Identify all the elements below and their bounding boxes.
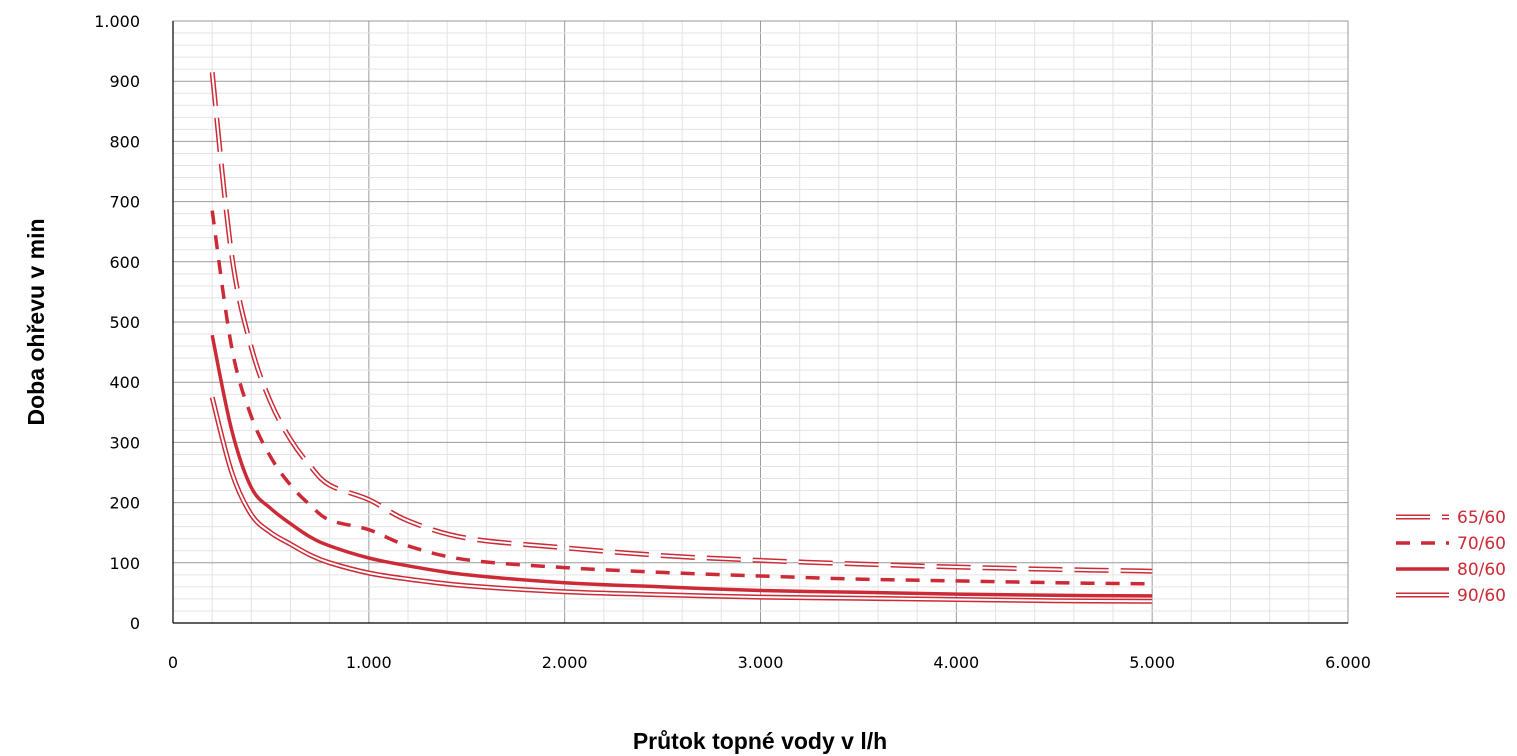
series-line-65-60 bbox=[209, 71, 1153, 574]
y-tick-label: 800 bbox=[109, 132, 140, 151]
x-tick-label: 3.000 bbox=[738, 653, 784, 672]
x-tick-label: 0 bbox=[168, 653, 178, 672]
y-tick-label: 700 bbox=[109, 193, 140, 212]
y-tick-label: 100 bbox=[109, 554, 140, 573]
legend-label: 90/60 bbox=[1457, 586, 1506, 606]
y-tick-label: 600 bbox=[109, 253, 140, 272]
series-layer bbox=[209, 71, 1153, 604]
y-tick-label: 300 bbox=[109, 433, 140, 452]
series-line-90-60-inner bbox=[211, 397, 1153, 603]
x-axis-title: Průtok topné vody v l/h bbox=[633, 728, 887, 754]
series-line-70-60-stroke bbox=[210, 210, 1153, 586]
grid bbox=[172, 20, 1349, 624]
legend-label: 70/60 bbox=[1457, 534, 1506, 554]
axes bbox=[172, 21, 1348, 624]
legend-item-70-60: 70/60 bbox=[1396, 534, 1506, 554]
series-line-80-60 bbox=[210, 334, 1153, 598]
x-tick-label: 4.000 bbox=[933, 653, 979, 672]
x-tick-label: 1.000 bbox=[346, 653, 392, 672]
series-line-80-60-stroke bbox=[210, 334, 1153, 598]
tick-labels: 0 1.000 2.000 3.000 4.000 5.000 6.000 0 100 200 30… bbox=[94, 12, 1371, 672]
series-line-70-60 bbox=[210, 210, 1153, 586]
legend-item-80-60: 80/60 bbox=[1396, 560, 1506, 580]
x-tick-label: 6.000 bbox=[1325, 653, 1371, 672]
y-tick-label: 0 bbox=[130, 614, 140, 633]
y-tick-label: 500 bbox=[109, 313, 140, 332]
legend-label: 65/60 bbox=[1457, 508, 1506, 528]
y-tick-label: 1.000 bbox=[94, 12, 140, 31]
series-line-65-60-inner bbox=[211, 72, 1153, 573]
x-tick-label: 5.000 bbox=[1129, 653, 1175, 672]
legend-label: 80/60 bbox=[1457, 560, 1506, 580]
y-axis-title: Doba ohřevu v min bbox=[23, 218, 49, 425]
legend: 65/60 70/60 80/60 90/60 bbox=[1396, 508, 1506, 606]
legend-item-90-60: 90/60 bbox=[1396, 586, 1506, 606]
x-tick-label: 2.000 bbox=[542, 653, 588, 672]
legend-item-65-60: 65/60 bbox=[1396, 508, 1506, 528]
series-line-90-60 bbox=[209, 396, 1153, 604]
y-tick-label: 900 bbox=[109, 72, 140, 91]
y-tick-label: 200 bbox=[109, 494, 140, 513]
y-tick-label: 400 bbox=[109, 373, 140, 392]
